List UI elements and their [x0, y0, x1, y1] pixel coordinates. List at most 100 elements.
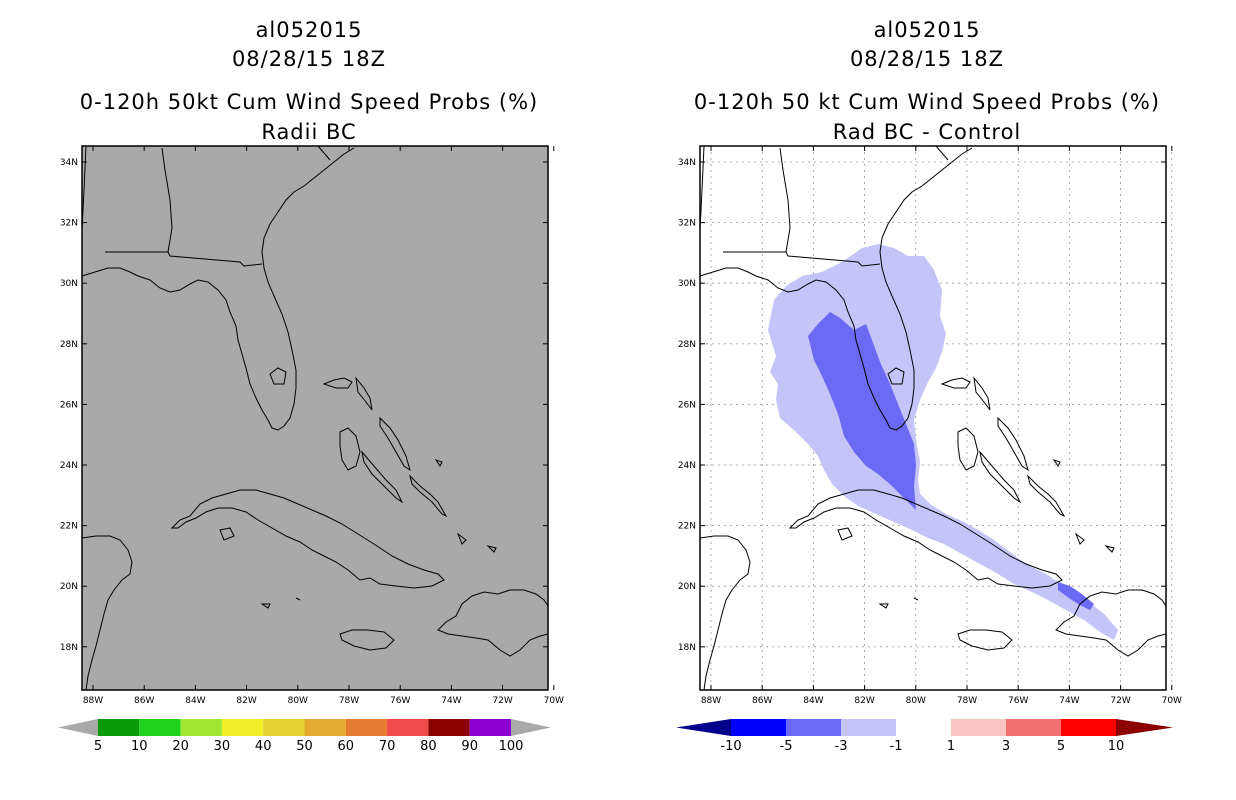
colorbar-swatch: [896, 719, 951, 736]
lat-label: 34N: [60, 158, 78, 168]
colorbar-low-end: [676, 719, 731, 736]
colorbar-high-end: [1116, 719, 1173, 736]
colorbar-swatch: [345, 719, 388, 736]
coastline: [879, 147, 973, 269]
colorbar-label: -3: [835, 739, 848, 754]
map-frame: [81, 145, 549, 691]
coastline: [913, 597, 919, 601]
coastline: [699, 267, 915, 431]
map-frame: [699, 145, 1167, 691]
colorbar-label: 40: [255, 739, 272, 754]
coastline: [723, 251, 881, 267]
left-panel: al052015 08/28/15 18Z 0-120h 50kt Cum Wi…: [58, 18, 564, 754]
axes: 34N 32N 30N 28N 26N 24N 22N 20N 18N 88W 86W 84W 82W 8…: [678, 146, 1182, 706]
colorbar-label: -5: [780, 739, 793, 754]
coastline: [957, 629, 1013, 651]
datetime-right: 08/28/15 18Z: [849, 47, 1005, 71]
colorbar-label: 3: [1002, 739, 1010, 754]
coastline: [261, 147, 355, 269]
right-panel: al052015 08/28/15 18Z 0-120h 50 kt Cum W…: [618, 0, 1236, 800]
lat-label: 24N: [60, 461, 78, 471]
coastline: [161, 147, 173, 253]
lon-label: 82W: [854, 696, 874, 706]
lon-label: 80W: [288, 696, 308, 706]
lon-label: 88W: [83, 696, 103, 706]
lat-label: 30N: [60, 279, 78, 289]
colorbar-swatch: [387, 719, 429, 736]
difference-map-right: 34N 32N 30N 28N 26N 24N 22N 20N 18N 88W 86W 84W 82W 8…: [676, 145, 1182, 754]
colorbar-label: 30: [214, 739, 231, 754]
colorbar-label: 5: [1057, 739, 1065, 754]
lon-label: 76W: [1008, 696, 1028, 706]
colorbar-swatch: [263, 719, 305, 736]
colorbar-label: 1: [947, 739, 955, 754]
colorbar-label: -1: [890, 739, 903, 754]
colorbar-label: 10: [131, 739, 148, 754]
lon-label: 78W: [957, 696, 977, 706]
probability-map-left: 34N 32N 30N 28N 26N 24N 22N 20N 18N 88W 86W 84W 82W 8…: [58, 145, 564, 754]
coastline: [837, 527, 853, 541]
colorbar-label: 70: [379, 739, 396, 754]
lat-label: 20N: [678, 582, 696, 592]
coastline: [788, 489, 1063, 589]
colorbar-label: 80: [420, 739, 437, 754]
colorbar-swatch: [428, 719, 470, 736]
coastline: [81, 535, 133, 691]
coastline: [779, 147, 791, 253]
lat-label: 22N: [60, 522, 78, 532]
lat-label: 26N: [60, 400, 78, 410]
lat-label: 32N: [60, 219, 78, 229]
storm-id-left: al052015: [255, 18, 363, 42]
lat-label: 22N: [678, 522, 696, 532]
coastline: [170, 489, 445, 589]
colorbar-swatch: [180, 719, 222, 736]
coastline: [339, 427, 361, 471]
coastline: [1074, 532, 1085, 545]
map-area: [699, 145, 1173, 691]
lon-label: 82W: [236, 696, 256, 706]
coastline: [878, 603, 889, 609]
contour-inner-hispaniola: [1058, 582, 1094, 610]
lon-label: 76W: [390, 696, 410, 706]
colorbar-right: -10 -5 -3 -1 1 3 5 10: [676, 719, 1173, 754]
colorbar-label: 5: [94, 739, 102, 754]
colorbar-swatch: [98, 719, 140, 736]
lon-label: 72W: [1110, 696, 1130, 706]
colorbar-label: 100: [499, 739, 524, 754]
map-subtitle-left: Radii BC: [261, 120, 357, 144]
coastline: [295, 597, 301, 601]
axes: 34N 32N 30N 28N 26N 24N 22N 20N 18N 88W 86W 84W 82W 8…: [60, 146, 564, 706]
colorbar-swatch: [951, 719, 1006, 736]
map-title-left: 0-120h 50kt Cum Wind Speed Probs (%): [79, 90, 539, 114]
datetime-left: 08/28/15 18Z: [231, 47, 387, 71]
lat-label: 28N: [60, 340, 78, 350]
coastline: [699, 535, 751, 691]
lat-label: 28N: [678, 340, 696, 350]
colorbar-label: -10: [720, 739, 741, 754]
colorbar-swatch: [1006, 719, 1061, 736]
lat-label: 20N: [60, 582, 78, 592]
coastlines: [81, 145, 549, 691]
colorbar-label: 20: [172, 739, 189, 754]
coastline: [940, 377, 971, 389]
colorbar-label: 90: [461, 739, 478, 754]
colorbar-left: 5 10 20 30 40 50 60 70 80 90 100: [58, 719, 551, 754]
lon-label: 74W: [441, 696, 461, 706]
coastline: [269, 367, 287, 385]
coastline: [105, 251, 263, 267]
lat-label: 32N: [678, 219, 696, 229]
coastline: [456, 532, 467, 545]
lon-label: 84W: [803, 696, 823, 706]
lon-label: 70W: [1162, 696, 1182, 706]
colorbar-swatch: [731, 719, 786, 736]
map-area: [81, 145, 549, 691]
lon-label: 80W: [906, 696, 926, 706]
map-background: [82, 146, 548, 690]
lon-label: 86W: [752, 696, 772, 706]
lon-label: 70W: [544, 696, 564, 706]
coastline: [979, 450, 1022, 504]
colorbar-swatch: [786, 719, 841, 736]
coastline: [434, 459, 443, 467]
colorbar-label: 50: [296, 739, 313, 754]
coastline: [355, 376, 373, 411]
